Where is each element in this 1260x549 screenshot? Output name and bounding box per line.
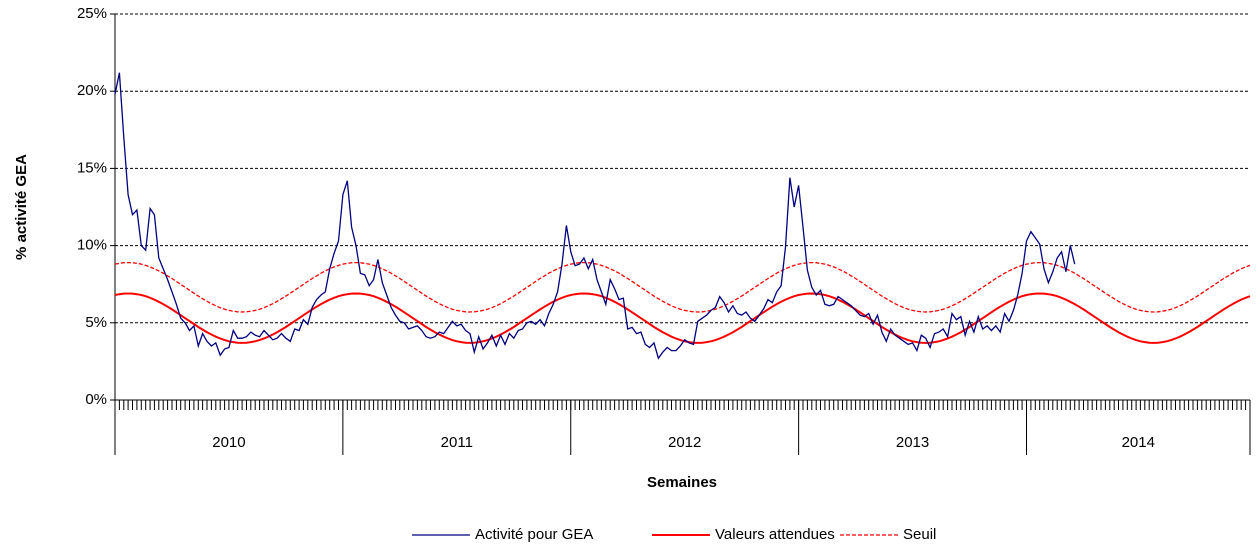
year-label: 2012	[668, 434, 701, 451]
y-tick-label: 5%	[85, 314, 107, 331]
legend-label: Activité pour GEA	[475, 526, 593, 543]
legend-label: Seuil	[903, 526, 936, 543]
year-label: 2010	[212, 434, 245, 451]
series-line	[114, 261, 1251, 313]
y-tick-label: 20%	[77, 82, 107, 99]
year-label: 2011	[441, 434, 473, 451]
week-ticks	[114, 400, 1251, 410]
x-axis-label: Semaines	[647, 474, 717, 491]
series-line	[114, 292, 1251, 344]
year-label: 2013	[896, 434, 929, 451]
y-axis-label: % activité GEA	[13, 154, 30, 260]
y-tick-label: 10%	[77, 237, 107, 254]
year-label: 2014	[1122, 434, 1155, 451]
y-tick-label: 0%	[85, 391, 107, 408]
series-line	[114, 72, 1076, 360]
y-tick-label: 15%	[77, 159, 107, 176]
y-tick-label: 25%	[77, 5, 107, 22]
legend-label: Valeurs attendues	[715, 526, 835, 543]
